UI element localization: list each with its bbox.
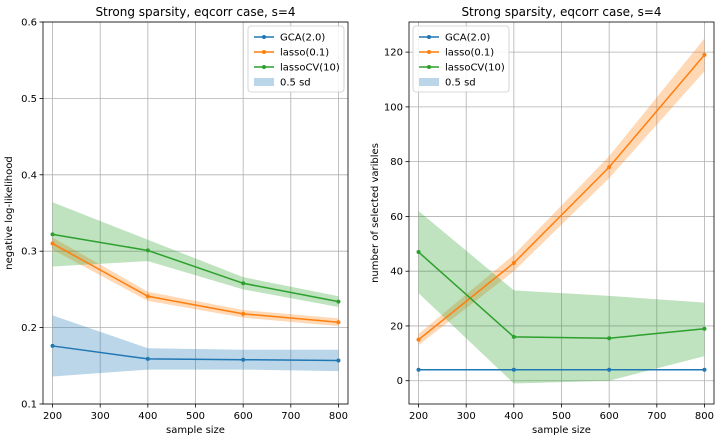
data-point (702, 367, 707, 372)
x-tick-label: 600 (600, 411, 619, 422)
legend-marker (427, 50, 431, 54)
data-point (241, 311, 246, 316)
legend-box (412, 25, 510, 93)
legend-box (247, 25, 345, 93)
x-tick-label: 800 (695, 411, 714, 422)
sd-band-2 (418, 38, 705, 346)
y-tick-label: 0.5 (21, 94, 37, 105)
legend-label: lasso(0.1) (280, 48, 329, 59)
data-point (511, 367, 516, 372)
plot-area (416, 38, 707, 384)
sd-band-2 (52, 237, 339, 327)
legend-label: lasso(0.1) (445, 48, 494, 59)
data-point (607, 367, 612, 372)
y-axis-label: negative log-likelihood (4, 156, 15, 269)
legend-label: lassoCV(10) (445, 63, 505, 74)
data-point (416, 337, 421, 342)
x-tick-label: 500 (186, 411, 205, 422)
y-tick-label: 0.6 (21, 18, 37, 29)
y-tick-label: 100 (384, 102, 403, 113)
sd-band-3 (418, 210, 705, 384)
legend-band-swatch (419, 78, 439, 86)
series-line-2 (418, 54, 706, 341)
legend-marker (262, 65, 266, 69)
data-point (50, 343, 55, 348)
data-point (336, 320, 341, 325)
legend-label: GCA(2.0) (280, 33, 325, 44)
legend-marker (262, 35, 266, 39)
y-tick-label: 40 (390, 267, 403, 278)
x-tick-label: 400 (138, 411, 157, 422)
legend-marker (427, 65, 431, 69)
legend-marker (262, 50, 266, 54)
y-tick-label: 0.2 (21, 323, 37, 334)
y-tick-label: 0.3 (21, 247, 37, 258)
x-tick-label: 200 (409, 411, 428, 422)
x-tick-label: 300 (91, 411, 110, 422)
legend-marker (427, 35, 431, 39)
data-point (336, 299, 341, 304)
series-line-3 (52, 233, 339, 303)
legend-label: lassoCV(10) (280, 63, 340, 74)
y-tick-label: 80 (390, 157, 403, 168)
series-line-2 (52, 242, 339, 323)
x-tick-label: 600 (234, 411, 253, 422)
data-point (416, 367, 421, 372)
legend-label: 0.5 sd (280, 78, 311, 89)
data-point (702, 326, 707, 331)
data-point (241, 357, 246, 362)
x-axis-label: sample size (532, 425, 591, 436)
y-tick-label: 0.1 (21, 400, 37, 411)
data-point (607, 336, 612, 341)
plot-area (50, 202, 341, 377)
axes-frame (408, 21, 715, 405)
x-tick-label: 500 (552, 411, 571, 422)
y-axis-label: number of selected varibles (370, 143, 381, 283)
data-point (336, 358, 341, 363)
legend-band-swatch (254, 78, 274, 86)
data-point (702, 52, 707, 57)
data-point (50, 232, 55, 237)
data-point (241, 281, 246, 286)
series-line-3 (418, 251, 705, 340)
data-point (416, 250, 421, 255)
y-tick-label: 0 (397, 376, 403, 387)
y-tick-label: 120 (384, 48, 403, 59)
legend: GCA(2.0) lasso(0.1) lassoCV(10) 0.5 sd (247, 25, 345, 93)
x-axis-label: sample size (166, 425, 225, 436)
chart-panel-1: 200 300 400 500 600 700 800 0.1 0.2 0.3 0.4 0.5 0.6 S… (4, 5, 349, 436)
chart-title: Strong sparsity, eqcorr case, s=4 (95, 5, 295, 19)
data-point (607, 165, 612, 170)
data-point (511, 334, 516, 339)
data-point (145, 248, 150, 253)
data-point (145, 294, 150, 299)
axes-frame (42, 21, 349, 405)
x-tick-label: 800 (329, 411, 348, 422)
legend-label: 0.5 sd (445, 78, 476, 89)
x-tick-label: 300 (457, 411, 476, 422)
sd-band-1 (52, 315, 339, 377)
data-point (145, 356, 150, 361)
data-point (50, 241, 55, 246)
x-tick-label: 700 (647, 411, 666, 422)
x-tick-label: 200 (43, 411, 62, 422)
y-tick-label: 0.4 (21, 170, 37, 181)
x-tick-label: 400 (504, 411, 523, 422)
x-tick-label: 700 (281, 411, 300, 422)
chart-title: Strong sparsity, eqcorr case, s=4 (461, 5, 661, 19)
y-tick-label: 60 (390, 212, 403, 223)
y-tick-label: 20 (390, 321, 403, 332)
legend: GCA(2.0) lasso(0.1) lassoCV(10) 0.5 sd (412, 25, 510, 93)
chart-panel-2: 200 300 400 500 600 700 800 0 20 40 60 80 100 120 Stro… (370, 5, 715, 436)
data-point (511, 260, 516, 265)
legend-label: GCA(2.0) (445, 33, 490, 44)
series-line-1 (52, 345, 339, 362)
